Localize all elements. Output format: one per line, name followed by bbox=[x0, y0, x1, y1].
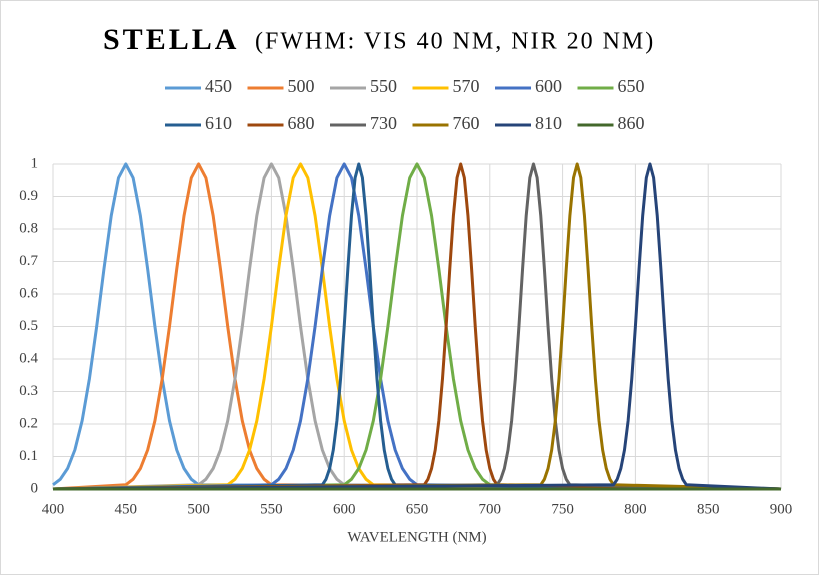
series-line bbox=[52, 162, 782, 491]
legend-label: 810 bbox=[535, 113, 562, 133]
y-tick-label: 0.4 bbox=[19, 350, 38, 366]
y-tick-label: 0 bbox=[31, 480, 39, 496]
x-tick-label: 850 bbox=[697, 501, 720, 517]
legend-label: 600 bbox=[535, 76, 562, 96]
x-tick-label: 450 bbox=[115, 501, 138, 517]
series-line bbox=[52, 162, 782, 491]
series-line bbox=[52, 162, 782, 491]
legend-label: 610 bbox=[205, 113, 232, 133]
x-tick-label: 900 bbox=[770, 501, 793, 517]
legend-label: 730 bbox=[370, 113, 397, 133]
legend-label: 760 bbox=[453, 113, 480, 133]
x-tick-label: 600 bbox=[333, 501, 356, 517]
series-line bbox=[52, 162, 782, 491]
y-tick-label: 0.6 bbox=[19, 285, 38, 301]
x-tick-label: 750 bbox=[551, 501, 574, 517]
x-tick-label: 650 bbox=[406, 501, 429, 517]
y-tick-label: 1 bbox=[31, 155, 39, 171]
x-tick-label: 800 bbox=[624, 501, 647, 517]
plot-lines bbox=[52, 162, 782, 491]
y-tick-label: 0.7 bbox=[19, 253, 38, 269]
x-tick-label: 400 bbox=[42, 501, 65, 517]
y-tick-label: 0.8 bbox=[19, 220, 38, 236]
legend-label: 680 bbox=[288, 113, 315, 133]
series-line bbox=[52, 162, 782, 491]
series-line bbox=[52, 162, 782, 491]
series-line bbox=[52, 162, 782, 491]
legend-label: 500 bbox=[288, 76, 315, 96]
x-tick-label: 550 bbox=[260, 501, 283, 517]
y-tick-label: 0.2 bbox=[19, 415, 38, 431]
series-line bbox=[52, 162, 782, 491]
chart-subtitle: (FWHM: VIS 40 NM, NIR 20 NM) bbox=[255, 29, 655, 55]
y-tick-label: 0.3 bbox=[19, 383, 38, 399]
series-line bbox=[52, 162, 782, 491]
series-line bbox=[52, 162, 782, 491]
legend-label: 860 bbox=[618, 113, 645, 133]
y-tick-label: 0.9 bbox=[19, 188, 38, 204]
x-tick-label: 500 bbox=[187, 501, 210, 517]
x-tick-label: 700 bbox=[479, 501, 502, 517]
chart-title: STELLA bbox=[103, 23, 239, 56]
legend: 450 500 550 570 600 650 610 680 730 760 810 860 bbox=[165, 76, 645, 133]
legend-label: 650 bbox=[618, 76, 645, 96]
legend-label: 570 bbox=[453, 76, 480, 96]
x-axis-label: WAVELENGTH (NM) bbox=[347, 529, 486, 545]
y-tick-label: 0.5 bbox=[19, 318, 38, 334]
legend-label: 450 bbox=[205, 76, 232, 96]
series-line bbox=[52, 162, 782, 491]
y-tick-label: 0.1 bbox=[19, 448, 38, 464]
legend-label: 550 bbox=[370, 76, 397, 96]
